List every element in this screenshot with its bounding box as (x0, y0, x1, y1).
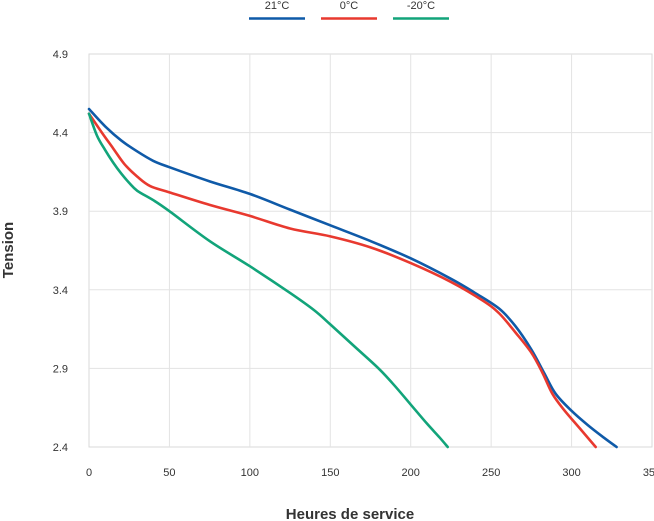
y-tick-label: 4.4 (53, 128, 68, 140)
x-tick-label: 100 (241, 467, 259, 479)
x-tick-label: 300 (562, 467, 580, 479)
x-tick-label: 350 (643, 467, 654, 479)
y-tick-label: 3.9 (53, 206, 68, 218)
x-axis-title: Heures de service (286, 506, 414, 521)
y-tick-label: 2.9 (53, 363, 68, 375)
plot-area (87, 53, 653, 449)
x-tick-label: 50 (163, 467, 175, 479)
y-tick-label: 4.9 (53, 49, 68, 61)
x-axis: 0 50 100 150 200 250 300 350 (86, 467, 654, 479)
x-tick-label: 0 (86, 467, 92, 479)
grid (89, 54, 652, 447)
legend: 21°C 0°C -20°C (249, 0, 449, 20)
plot-frame (88, 53, 653, 448)
y-axis: 2.4 2.9 3.4 3.9 4.4 4.9 (53, 49, 68, 454)
x-tick-label: 150 (321, 467, 339, 479)
legend-label: 21°C (265, 0, 290, 12)
y-axis-title: Tension (0, 222, 17, 278)
y-tick-label: 3.4 (53, 285, 68, 297)
legend-label: -20°C (407, 0, 435, 12)
x-tick-label: 200 (402, 467, 420, 479)
series-lines (87, 107, 618, 449)
legend-label: 0°C (340, 0, 359, 12)
y-tick-label: 2.4 (53, 442, 68, 454)
series-line (87, 107, 618, 449)
series-line (87, 112, 597, 449)
x-tick-label: 250 (482, 467, 500, 479)
series-line (87, 112, 450, 449)
